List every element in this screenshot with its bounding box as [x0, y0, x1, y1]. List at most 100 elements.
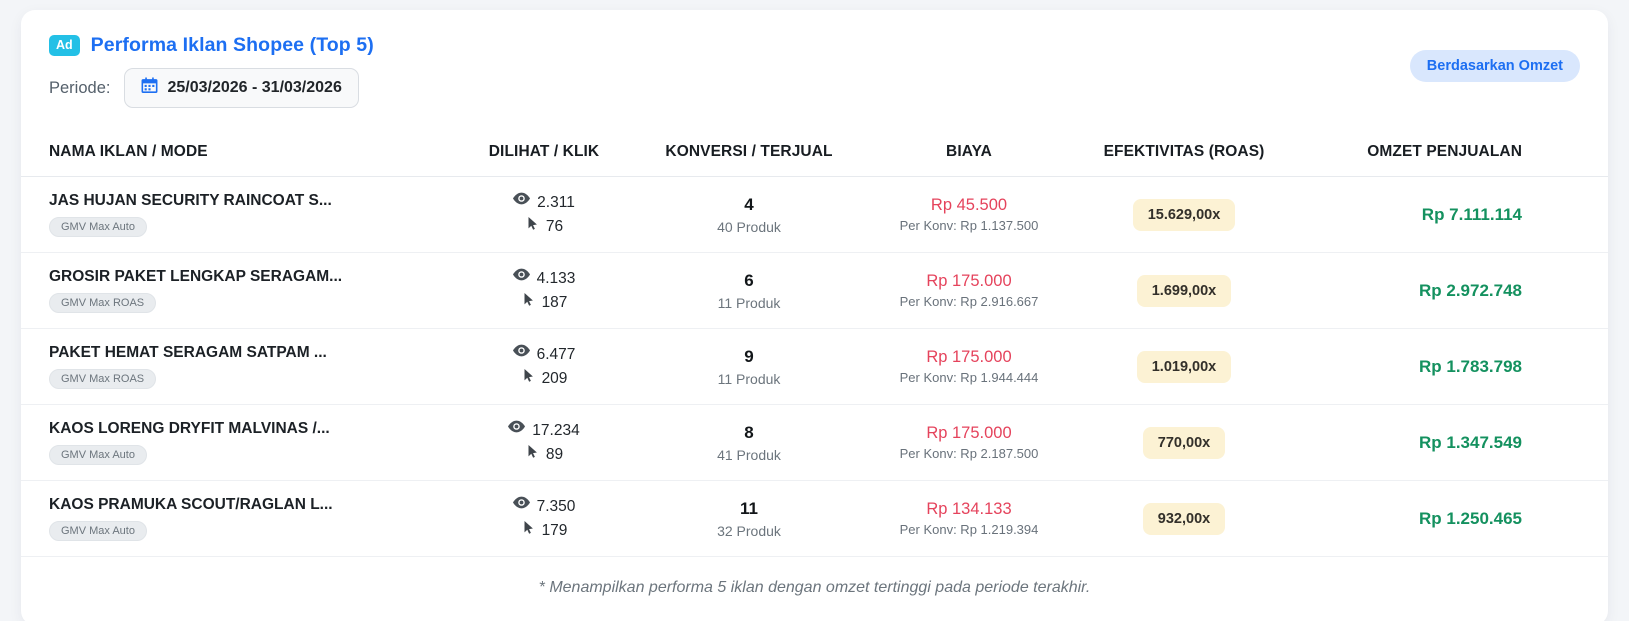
clicks-value: 76: [545, 218, 564, 236]
revenue-value: Rp 2.972.748: [1418, 280, 1522, 300]
views-value: 2.311: [537, 193, 575, 211]
periode-label: Periode:: [49, 78, 111, 97]
views-clicks-cell: 7.350 179: [449, 494, 639, 543]
conversions-value: 8: [744, 422, 754, 442]
revenue-value: Rp 1.347.549: [1418, 432, 1522, 452]
date-range-button[interactable]: 25/03/2026 - 31/03/2026: [124, 68, 359, 108]
roas-badge: 1.699,00x: [1136, 274, 1232, 307]
ad-mode-badge: GMV Max Auto: [49, 445, 147, 466]
cursor-icon: [525, 443, 539, 467]
ad-mode-badge: GMV Max Auto: [49, 521, 147, 542]
table-row: KAOS PRAMUKA SCOUT/RAGLAN L... GMV Max A…: [21, 481, 1608, 558]
clicks-value: 89: [545, 446, 564, 464]
col-header-conversions: KONVERSI / TERJUAL: [665, 143, 833, 160]
conversion-cell: 9 11 Produk: [639, 347, 859, 387]
col-header-cost: BIAYA: [946, 143, 992, 160]
cursor-icon: [521, 291, 535, 315]
sold-value: 11 Produk: [717, 294, 781, 311]
ad-mode-badge: GMV Max ROAS: [49, 369, 157, 390]
cost-cell: Rp 175.000 Per Konv: Rp 2.187.500: [859, 424, 1079, 461]
table-header-row: NAMA IKLAN / MODE DILIHAT / KLIK KONVERS…: [21, 128, 1608, 177]
ad-name-cell: PAKET HEMAT SERAGAM SATPAM ... GMV Max R…: [49, 344, 449, 390]
ad-mode-badge: GMV Max Auto: [49, 217, 147, 238]
eye-icon: [508, 418, 526, 443]
eye-icon: [513, 190, 531, 215]
calendar-icon: [141, 77, 158, 99]
views-clicks-cell: 6.477 209: [449, 342, 639, 391]
roas-badge: 1.019,00x: [1136, 350, 1232, 383]
card-header: Ad Performa Iklan Shopee (Top 5) Periode…: [21, 10, 1608, 108]
cost-value: Rp 175.000: [926, 348, 1012, 367]
sold-value: 40 Produk: [717, 218, 781, 235]
col-header-roas: EFEKTIVITAS (ROAS): [1103, 143, 1265, 160]
views-clicks-cell: 4.133 187: [449, 266, 639, 315]
ad-name: KAOS PRAMUKA SCOUT/RAGLAN L...: [49, 496, 333, 514]
roas-cell: 770,00x: [1079, 426, 1289, 459]
roas-cell: 1.019,00x: [1079, 350, 1289, 383]
conversions-value: 11: [740, 498, 758, 518]
sold-value: 32 Produk: [717, 522, 781, 539]
roas-cell: 932,00x: [1079, 502, 1289, 535]
roas-badge: 15.629,00x: [1132, 198, 1236, 231]
roas-cell: 15.629,00x: [1079, 198, 1289, 231]
cost-cell: Rp 175.000 Per Konv: Rp 2.916.667: [859, 272, 1079, 309]
cost-cell: Rp 134.133 Per Konv: Rp 1.219.394: [859, 500, 1079, 537]
clicks-value: 209: [541, 370, 568, 388]
conversion-cell: 6 11 Produk: [639, 271, 859, 311]
col-header-revenue: OMZET PENJUALAN: [1367, 143, 1522, 160]
ad-name-cell: JAS HUJAN SECURITY RAINCOAT S... GMV Max…: [49, 192, 449, 238]
cost-value: Rp 175.000: [926, 424, 1012, 443]
cost-cell: Rp 45.500 Per Konv: Rp 1.137.500: [859, 196, 1079, 233]
cost-per-conversion: Per Konv: Rp 2.187.500: [899, 446, 1039, 462]
revenue-cell: Rp 7.111.114: [1289, 205, 1580, 225]
sort-basis-badge: Berdasarkan Omzet: [1409, 50, 1580, 82]
cost-per-conversion: Per Konv: Rp 2.916.667: [899, 294, 1039, 310]
ad-name-cell: KAOS LORENG DRYFIT MALVINAS /... GMV Max…: [49, 420, 449, 466]
eye-icon: [512, 494, 530, 519]
ad-name: JAS HUJAN SECURITY RAINCOAT S...: [49, 192, 332, 210]
views-value: 17.234: [532, 421, 580, 439]
sold-value: 11 Produk: [717, 370, 781, 387]
ad-icon: Ad: [49, 35, 80, 56]
conversions-value: 6: [744, 270, 754, 290]
clicks-value: 179: [541, 522, 568, 540]
cost-value: Rp 134.133: [926, 500, 1012, 519]
roas-badge: 932,00x: [1142, 502, 1226, 535]
date-range-value: 25/03/2026 - 31/03/2026: [167, 79, 342, 96]
revenue-cell: Rp 1.783.798: [1289, 357, 1580, 377]
ads-performance-card: Ad Performa Iklan Shopee (Top 5) Periode…: [21, 10, 1608, 621]
views-value: 6.477: [536, 345, 576, 363]
ad-name: PAKET HEMAT SERAGAM SATPAM ...: [49, 344, 327, 362]
roas-cell: 1.699,00x: [1079, 274, 1289, 307]
ad-name-cell: GROSIR PAKET LENGKAP SERAGAM... GMV Max …: [49, 268, 449, 314]
eye-icon: [512, 342, 530, 367]
col-header-views-clicks: DILIHAT / KLIK: [488, 143, 600, 160]
table-body: JAS HUJAN SECURITY RAINCOAT S... GMV Max…: [21, 177, 1608, 558]
table-row: PAKET HEMAT SERAGAM SATPAM ... GMV Max R…: [21, 329, 1608, 406]
ad-name: KAOS LORENG DRYFIT MALVINAS /...: [49, 420, 330, 438]
views-value: 4.133: [536, 269, 576, 287]
conversions-value: 9: [744, 346, 754, 366]
views-clicks-cell: 17.234 89: [449, 418, 639, 467]
clicks-value: 187: [541, 294, 568, 312]
cost-cell: Rp 175.000 Per Konv: Rp 1.944.444: [859, 348, 1079, 385]
revenue-value: Rp 7.111.114: [1421, 204, 1522, 224]
conversion-cell: 8 41 Produk: [639, 423, 859, 463]
table-row: JAS HUJAN SECURITY RAINCOAT S... GMV Max…: [21, 177, 1608, 254]
conversion-cell: 11 32 Produk: [639, 499, 859, 539]
revenue-cell: Rp 2.972.748: [1289, 281, 1580, 301]
revenue-value: Rp 1.250.465: [1418, 508, 1522, 528]
ad-name: GROSIR PAKET LENGKAP SERAGAM...: [49, 268, 343, 286]
revenue-cell: Rp 1.250.465: [1289, 509, 1580, 529]
views-value: 7.350: [536, 497, 576, 515]
sold-value: 41 Produk: [717, 446, 781, 463]
ad-name-cell: KAOS PRAMUKA SCOUT/RAGLAN L... GMV Max A…: [49, 496, 449, 542]
roas-badge: 770,00x: [1142, 426, 1226, 459]
cursor-icon: [525, 215, 539, 239]
eye-icon: [512, 266, 530, 291]
revenue-cell: Rp 1.347.549: [1289, 433, 1580, 453]
page-title: Performa Iklan Shopee (Top 5): [90, 34, 374, 56]
header-left: Ad Performa Iklan Shopee (Top 5) Periode…: [49, 34, 374, 108]
ad-mode-badge: GMV Max ROAS: [49, 293, 157, 314]
cost-per-conversion: Per Konv: Rp 1.137.500: [899, 218, 1039, 234]
